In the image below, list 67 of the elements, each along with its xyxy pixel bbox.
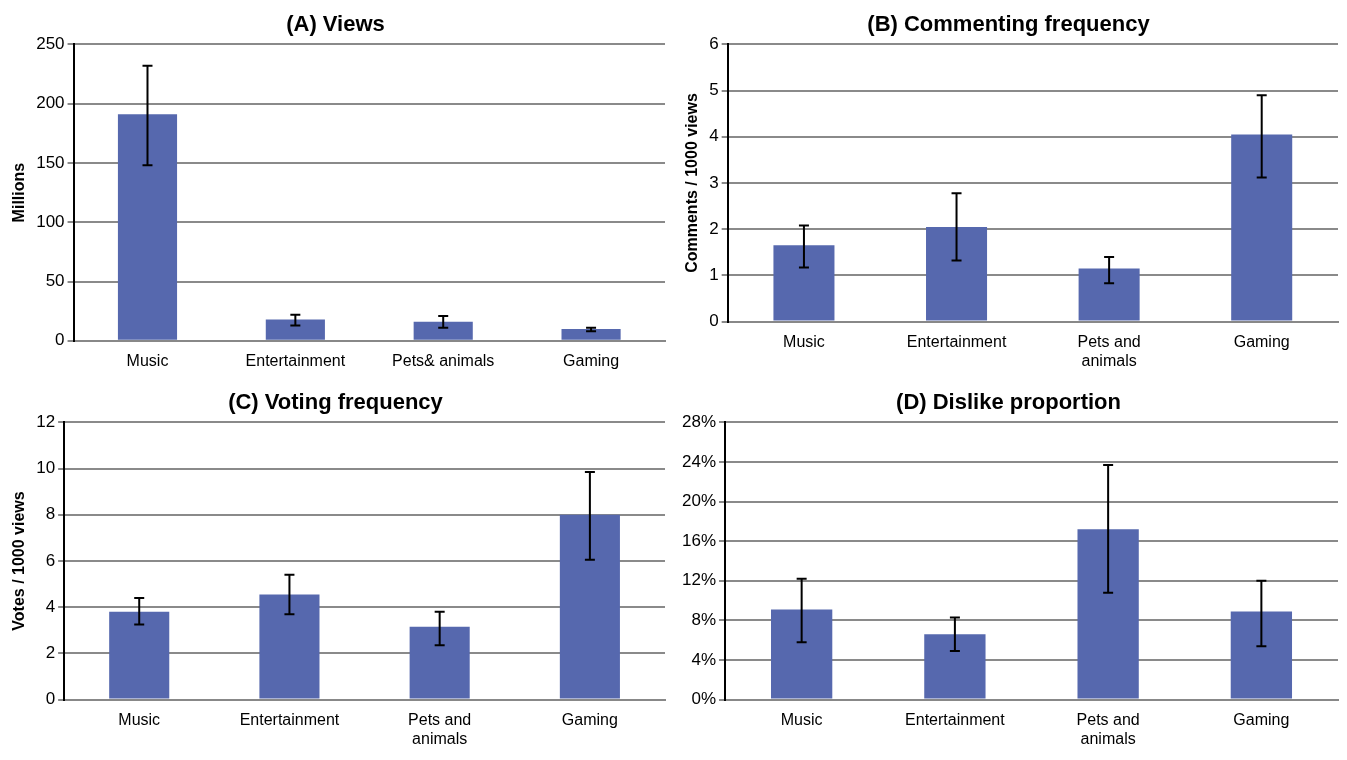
bar <box>413 321 473 340</box>
y-tick-label: 3 <box>709 172 719 192</box>
y-tick-label: 1 <box>709 265 719 285</box>
y-tick-label: 200 <box>36 93 65 113</box>
x-tick-label: Music <box>780 710 823 728</box>
x-tick-label: Entertainment <box>245 351 346 369</box>
bar <box>265 319 325 340</box>
y-tick-label: 2 <box>709 218 719 238</box>
y-tick-label: 250 <box>36 34 65 54</box>
x-tick-label: Pets& animals <box>392 351 495 369</box>
bar <box>409 626 470 699</box>
bar <box>1077 529 1139 699</box>
chart-title: (B) Commenting frequency <box>867 11 1151 37</box>
bar <box>1078 268 1140 321</box>
bar <box>109 611 170 699</box>
y-tick-label: 8 <box>45 504 56 524</box>
bar <box>771 609 833 699</box>
y-tick-label: 0% <box>691 689 717 709</box>
x-tick-label: Gaming <box>1233 710 1290 728</box>
y-tick-label: 12 <box>36 412 56 432</box>
y-axis-title: Comments / 1000 views <box>683 93 701 273</box>
y-tick-label: 6 <box>709 34 719 54</box>
y-tick-label: 0 <box>709 311 719 331</box>
x-tick-label: Music <box>783 332 825 350</box>
y-tick-label: 5 <box>709 80 719 100</box>
y-tick-label: 20% <box>681 491 717 511</box>
x-tick-label: Music <box>118 710 161 728</box>
x-tick-label: Gaming <box>561 710 618 728</box>
bar <box>773 245 835 321</box>
y-axis-title: Millions <box>10 162 28 223</box>
y-tick-label: 0 <box>55 330 65 350</box>
chart-title: (A) Views <box>286 11 385 37</box>
x-tick-label: Entertainment <box>239 710 340 728</box>
y-tick-label: 16% <box>681 530 717 550</box>
y-tick-label: 10 <box>36 458 56 478</box>
x-tick-label: Entertainment <box>906 332 1007 350</box>
bar <box>1231 134 1293 321</box>
y-tick-label: 100 <box>36 211 65 231</box>
y-tick-label: 4% <box>691 649 717 669</box>
y-axis-title: Votes / 1000 views <box>10 491 28 631</box>
y-tick-label: 12% <box>681 570 717 590</box>
y-tick-label: 24% <box>681 451 717 471</box>
y-tick-label: 28% <box>681 412 717 432</box>
y-tick-label: 4 <box>709 126 719 146</box>
bar <box>259 594 320 699</box>
x-tick-label: Pets and animals <box>1077 332 1141 369</box>
chart-title: (C) Voting frequency <box>228 389 444 415</box>
bar <box>926 226 988 321</box>
y-tick-label: 0 <box>45 689 56 709</box>
x-tick-label: Pets and animals <box>1076 710 1140 747</box>
y-tick-label: 4 <box>45 596 56 616</box>
bar <box>117 114 178 340</box>
bar <box>1230 611 1293 699</box>
y-tick-label: 6 <box>45 550 56 570</box>
bar <box>559 514 620 699</box>
chart-title: (D) Dislike proportion <box>896 389 1121 415</box>
y-tick-label: 50 <box>45 271 65 291</box>
bar <box>561 328 621 340</box>
x-tick-label: Music <box>126 351 169 369</box>
bar <box>924 634 986 699</box>
y-tick-label: 150 <box>36 152 65 172</box>
y-tick-label: 2 <box>45 643 56 663</box>
x-tick-label: Gaming <box>1233 332 1290 350</box>
y-tick-label: 8% <box>691 610 717 630</box>
x-tick-label: Gaming <box>563 351 620 369</box>
x-tick-label: Pets and animals <box>408 710 472 747</box>
x-tick-label: Entertainment <box>905 710 1006 728</box>
